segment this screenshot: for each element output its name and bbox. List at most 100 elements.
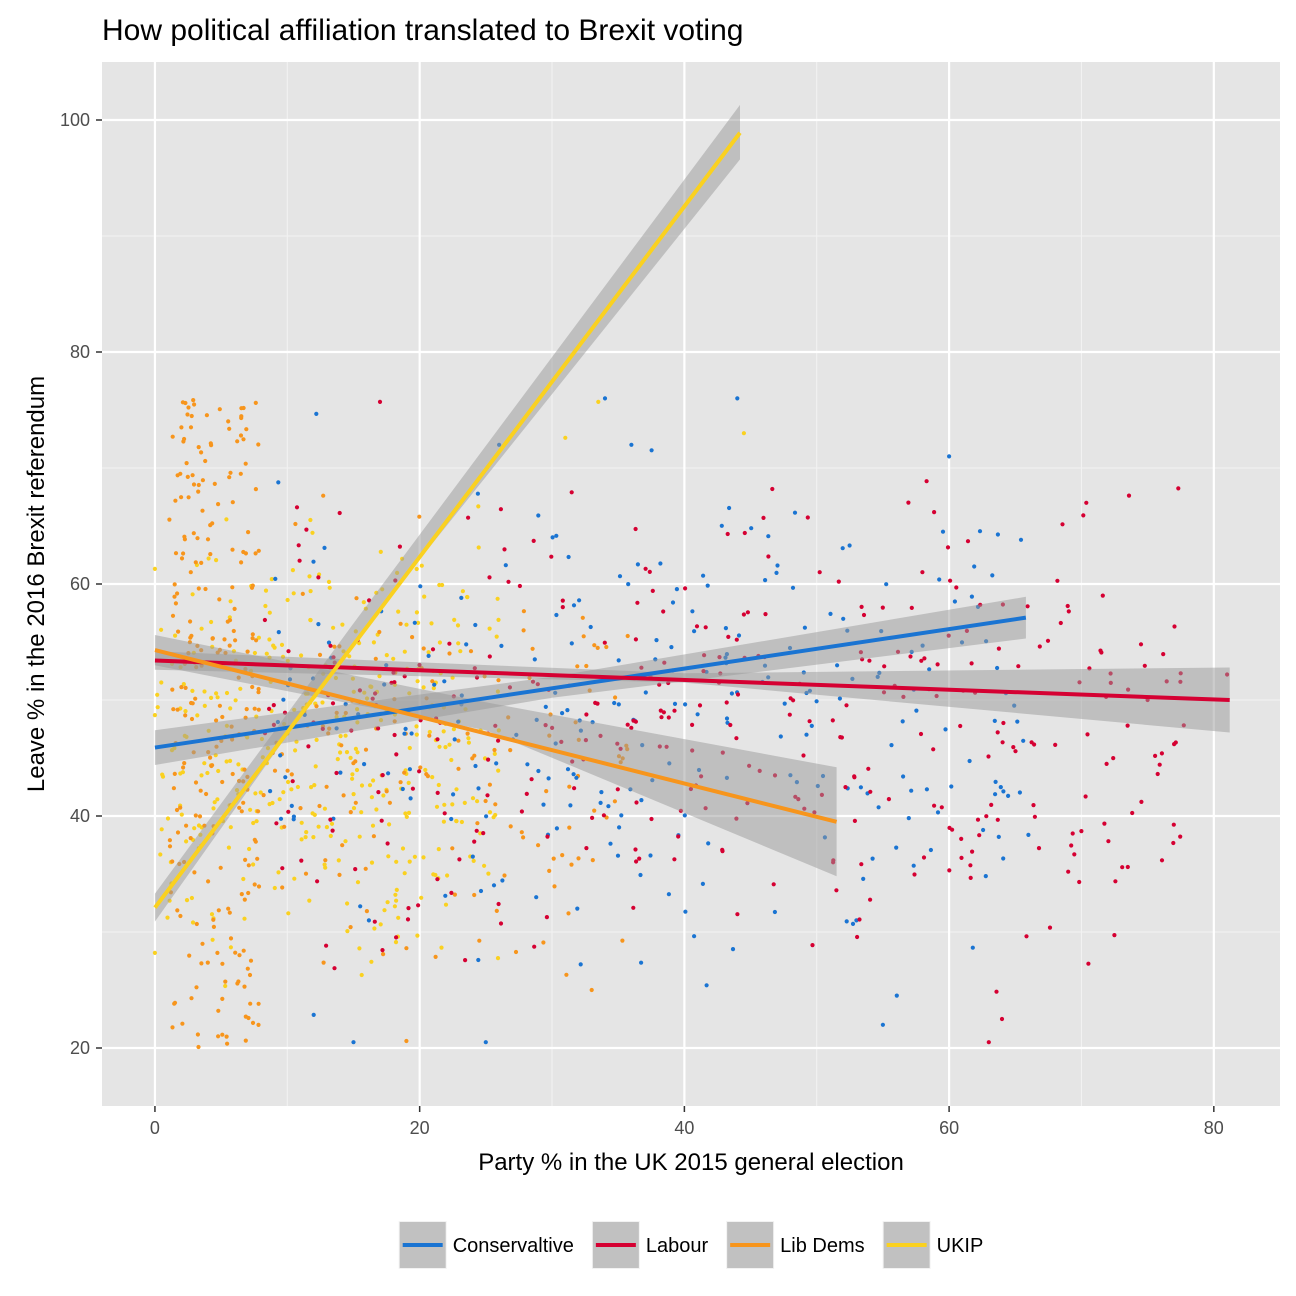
conservaltive-point [654,638,659,643]
labour-point [734,736,739,741]
conservaltive-point [940,529,946,534]
labour-point [1031,803,1036,808]
ukip-point [328,833,333,839]
lib-dems-point [195,1032,200,1037]
lib-dems-point [256,442,261,447]
conservaltive-point [763,578,768,583]
conservaltive-point [766,534,771,539]
y-tick-label: 40 [70,806,90,826]
lib-dems-point [200,941,205,946]
conservaltive-point [1021,738,1026,743]
conservaltive-point [568,803,573,808]
lib-dems-point [612,799,618,804]
lib-dems-point [567,784,572,789]
lib-dems-point [191,531,196,536]
conservaltive-point [503,563,508,568]
conservaltive-point [967,758,972,764]
ukip-point [336,858,341,863]
lib-dems-point [183,685,188,691]
ukip-point [247,846,252,852]
labour-point [994,989,999,994]
conservaltive-point [554,612,559,618]
ukip-point [357,834,362,839]
conservaltive-point [840,546,845,551]
lib-dems-point [210,763,215,768]
labour-point [392,680,397,685]
lib-dems-point [351,761,356,766]
ukip-point [414,610,419,615]
conservaltive-point [977,529,983,534]
ukip-point [371,778,376,783]
conservaltive-point [772,909,778,915]
lib-dems-point [198,788,203,793]
lib-dems-point [172,771,177,777]
labour-point [496,901,501,907]
ukip-point [441,729,446,734]
ukip-point [228,599,233,604]
ukip-point [370,823,376,828]
conservaltive-point [569,641,574,646]
conservaltive-point [658,561,663,566]
conservaltive-point [909,788,914,793]
ukip-point [455,623,461,628]
ukip-point [267,637,272,642]
labour-point [861,612,867,618]
labour-point [886,797,892,802]
conservaltive-point [884,582,889,587]
lib-dems-point [180,1021,185,1026]
ukip-point [190,920,196,925]
lib-dems-point [590,858,595,863]
labour-point [1104,761,1109,767]
labour-point [986,754,991,759]
conservaltive-point [970,945,975,950]
lib-dems-point [450,846,455,851]
conservaltive-fit-line [154,615,1027,750]
lib-dems-point [592,808,597,813]
lib-dems-point [604,644,609,650]
labour-point [1047,925,1053,930]
lib-dems-point [508,748,513,753]
lib-dems-point [421,646,426,651]
lib-dems-point [196,482,201,488]
conservaltive-point [578,962,583,967]
conservaltive-point [894,845,899,850]
conservaltive-point [575,906,580,911]
lib-dems-point [417,514,422,519]
labour-point [330,701,336,706]
ukip-point [323,865,328,870]
labour-point [1126,493,1132,498]
conservaltive-point [981,827,986,833]
lib-dems-point [245,966,250,971]
lib-dems-point [197,814,203,819]
regression-lines [153,131,1230,909]
labour-point [286,649,291,654]
labour-point [274,821,279,826]
ukip-point [371,640,376,645]
conservaltive-point [643,690,648,695]
conservaltive-point [432,682,437,687]
ukip-point [443,745,448,750]
labour-point [720,849,725,854]
labour-point [857,917,862,922]
labour-point [859,604,864,610]
ukip-point [344,750,350,755]
lib-dems-point [272,768,278,773]
conservaltive-point [534,895,539,900]
lib-dems-point [226,906,231,911]
ukip-point [214,558,219,563]
lib-dems-point [170,613,176,618]
ukip-point [419,895,424,900]
ukip-point [465,594,470,600]
lib-dems-point [410,635,415,640]
conservaltive-point [804,732,809,737]
ukip-point [419,563,424,568]
ukip-point [152,713,157,718]
lib-dems-point [174,807,180,813]
conservaltive-point [705,583,710,588]
labour-point [271,703,276,708]
ukip-point [308,517,313,523]
lib-dems-point [418,765,423,770]
lib-dems-point [247,972,253,978]
ukip-point [241,876,246,882]
lib-dems-point [348,925,353,930]
